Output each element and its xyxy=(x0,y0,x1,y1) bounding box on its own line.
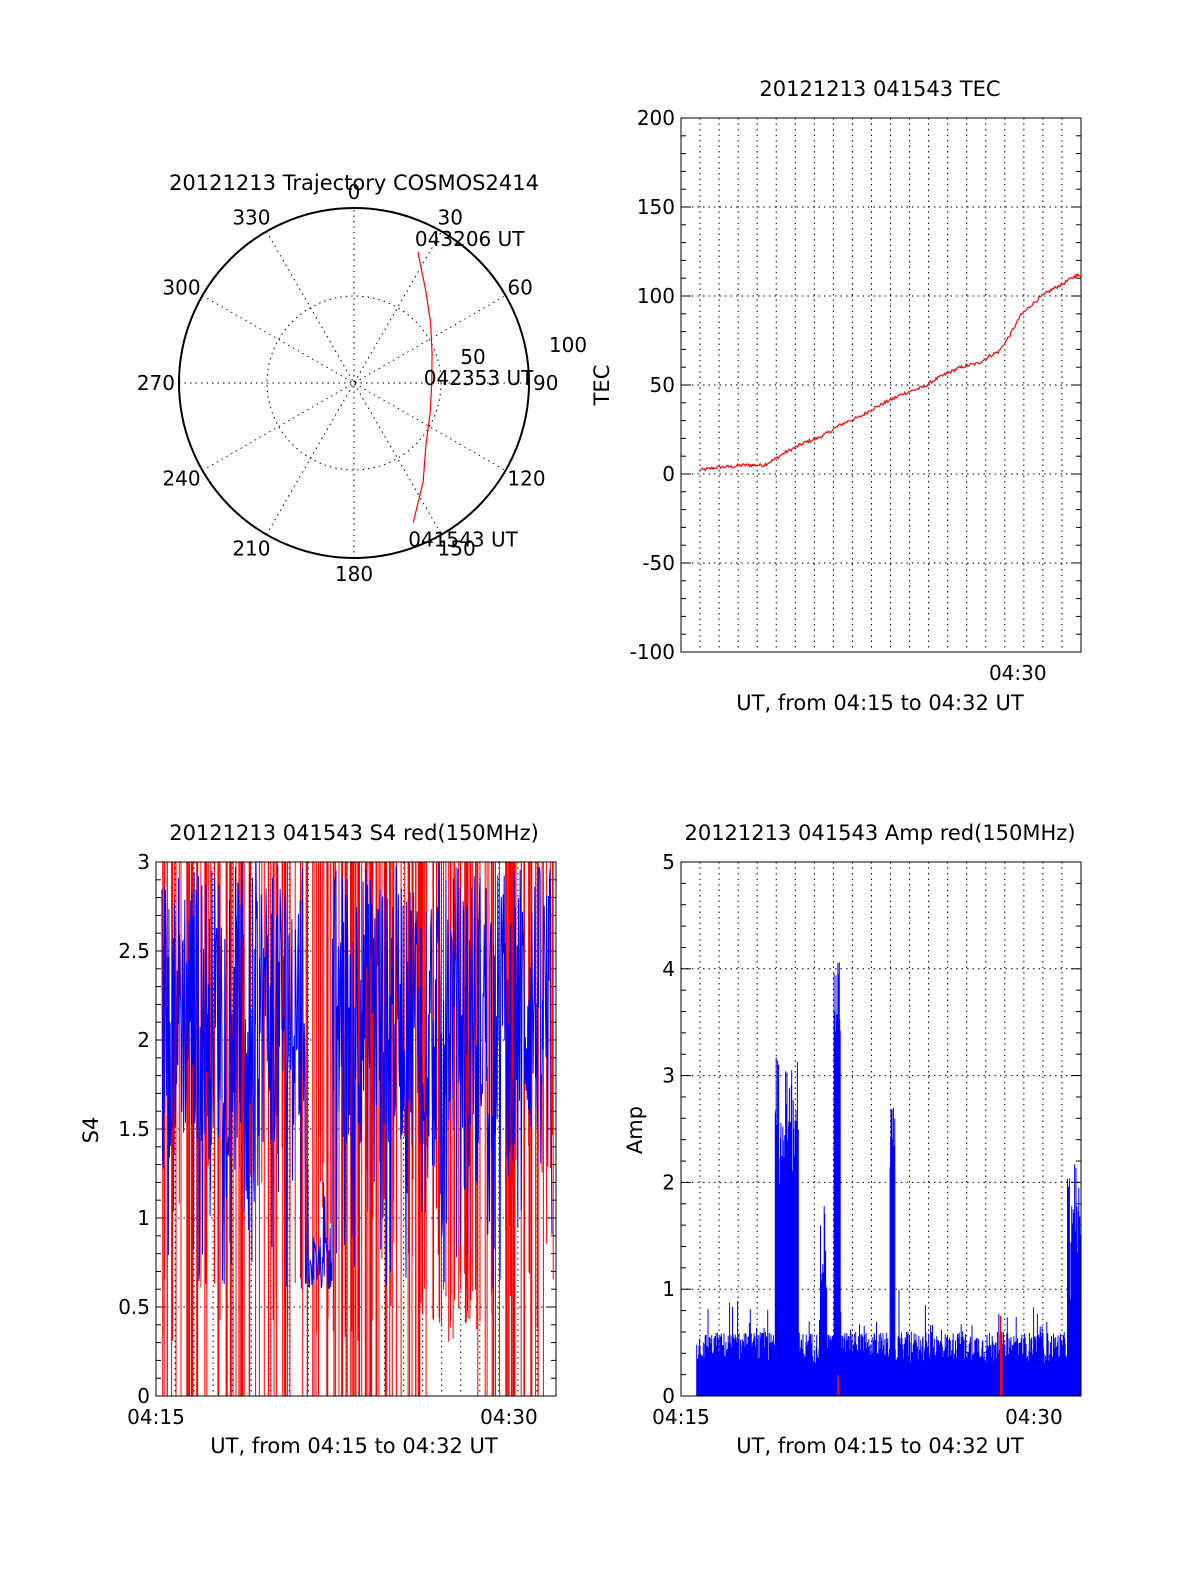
y-tick-label: 50 xyxy=(650,373,675,397)
azimuth-label: 90 xyxy=(533,371,558,395)
tec-panel: 20121213 041543 TEC TEC UT, from 04:15 t… xyxy=(590,77,1082,715)
plot-frame xyxy=(680,861,1082,1397)
y-tick-label: 0.5 xyxy=(118,1295,150,1319)
y-tick-label: -100 xyxy=(630,640,675,664)
s4-panel: 20121213 041543 S4 red(150MHz) S4 UT, fr… xyxy=(79,821,557,1458)
y-tick-label: 200 xyxy=(637,106,675,130)
x-tick-label: 04:30 xyxy=(989,661,1047,685)
y-tick-label: 2.5 xyxy=(118,939,150,963)
azimuth-label: 60 xyxy=(507,276,532,300)
polar-spoke xyxy=(266,231,442,535)
trajectory-time-label: 041543 UT xyxy=(408,528,518,552)
tec-series-line xyxy=(698,273,1082,472)
amp-title: 20121213 041543 Amp red(150MHz) xyxy=(684,821,1075,845)
tec-series-group xyxy=(698,273,1082,472)
amp-blue-series xyxy=(696,962,1081,1396)
x-tick-label: 04:30 xyxy=(1005,1405,1063,1429)
s4-blue-series xyxy=(161,862,553,1290)
trajectory-time-label: 043206 UT xyxy=(415,227,525,251)
plot-frame xyxy=(680,117,1082,653)
s4-title: 20121213 041543 S4 red(150MHz) xyxy=(169,821,539,845)
polar-spoke xyxy=(202,295,506,471)
polar-spoke xyxy=(202,295,506,471)
trajectory-polar-panel: 20121213 Trajectory COSMOS2414 0 30 60 90 12… xyxy=(137,171,587,586)
trajectory-time-label: 042353 UT xyxy=(424,366,534,390)
y-tick-label: -50 xyxy=(642,551,675,575)
radius-label: 100 xyxy=(549,333,587,357)
y-tick-label: 3 xyxy=(662,1064,675,1088)
azimuth-label: 210 xyxy=(232,536,270,560)
plot-frame-top xyxy=(155,861,557,1397)
s4-x-axis-label: UT, from 04:15 to 04:32 UT xyxy=(210,1434,498,1458)
polar-spoke xyxy=(266,231,442,535)
y-tick-label: 0 xyxy=(662,462,675,486)
tec-title: 20121213 041543 TEC xyxy=(759,77,1000,101)
tec-x-axis-label: UT, from 04:15 to 04:32 UT xyxy=(736,691,1024,715)
y-tick-label: 150 xyxy=(637,195,675,219)
s4-series-group xyxy=(161,862,554,1396)
s4-y-axis-label: S4 xyxy=(79,1117,103,1144)
azimuth-label: 240 xyxy=(162,467,200,491)
radius-label: 50 xyxy=(460,345,485,369)
y-tick-label: 1.5 xyxy=(118,1117,150,1141)
azimuth-label: 180 xyxy=(335,562,373,586)
y-tick-label: 100 xyxy=(637,284,675,308)
y-tick-label: 2 xyxy=(662,1170,675,1194)
x-tick-label: 04:15 xyxy=(127,1405,185,1429)
azimuth-label: 30 xyxy=(438,206,463,230)
y-tick-label: 1 xyxy=(137,1206,150,1230)
amp-series-group xyxy=(696,962,1081,1396)
trajectory-track xyxy=(412,251,433,523)
amp-y-axis-label: Amp xyxy=(623,1106,647,1154)
polar-inner-ring xyxy=(266,295,442,471)
amp-red-series xyxy=(837,1315,1003,1396)
azimuth-label: 270 xyxy=(137,371,175,395)
amp-x-axis-label: UT, from 04:15 to 04:32 UT xyxy=(736,1434,1024,1458)
azimuth-label: 150 xyxy=(438,536,476,560)
y-tick-label: 4 xyxy=(662,957,675,981)
y-tick-label: 5 xyxy=(662,850,675,874)
plot-frame-top xyxy=(680,861,1082,1397)
y-tick-label: 0 xyxy=(662,1384,675,1408)
azimuth-label: 0 xyxy=(348,180,361,204)
trajectory-title: 20121213 Trajectory COSMOS2414 xyxy=(169,171,539,195)
y-tick-label: 0 xyxy=(137,1384,150,1408)
x-tick-label: 04:30 xyxy=(480,1405,538,1429)
y-tick-label: 1 xyxy=(662,1277,675,1301)
azimuth-label: 330 xyxy=(232,206,270,230)
tec-y-axis-label: TEC xyxy=(590,365,614,407)
amp-panel: 20121213 041543 Amp red(150MHz) Amp UT, … xyxy=(623,821,1082,1458)
azimuth-label: 120 xyxy=(507,467,545,491)
y-tick-label: 2 xyxy=(137,1028,150,1052)
y-tick-label: 3 xyxy=(137,850,150,874)
x-tick-label: 04:15 xyxy=(652,1405,710,1429)
azimuth-label: 300 xyxy=(162,276,200,300)
